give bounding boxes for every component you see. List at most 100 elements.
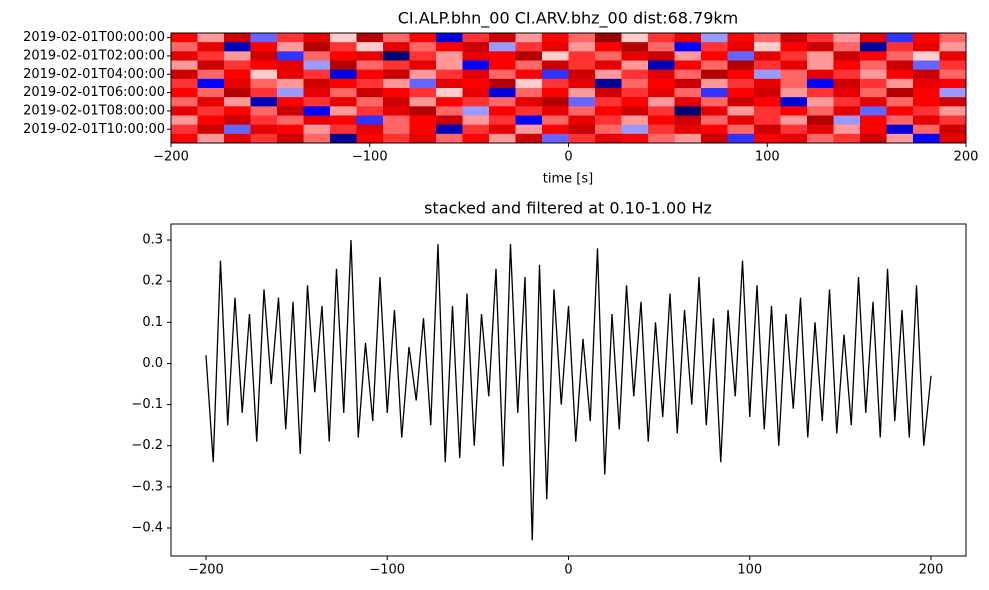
heat-cell — [939, 51, 967, 61]
heat-cell — [780, 33, 808, 43]
heat-cell — [807, 78, 834, 89]
heat-cell — [277, 97, 304, 107]
heat-cell — [754, 106, 781, 116]
heat-cell — [648, 33, 675, 43]
heat-cell — [489, 42, 516, 52]
heat-cell — [409, 106, 437, 116]
y-tick-label: 0.2 — [142, 274, 163, 289]
heat-cell — [515, 106, 543, 116]
heat-cell — [568, 88, 596, 98]
y-tick-label: 2019-02-01T08:00:00 — [23, 103, 165, 118]
heat-cell — [595, 133, 622, 144]
x-tick-label: 0 — [564, 150, 572, 165]
heat-cell — [436, 69, 463, 80]
heat-cell — [807, 51, 834, 61]
heat-cell — [462, 33, 490, 43]
heat-cell — [436, 78, 463, 89]
heat-cell — [913, 115, 940, 126]
heat-cell — [648, 60, 675, 71]
heat-cell — [197, 69, 225, 80]
heat-cell — [489, 60, 516, 71]
heat-cell — [701, 33, 728, 43]
heat-cell — [727, 115, 755, 126]
heat-cell — [462, 133, 490, 144]
heat-cell — [489, 78, 516, 89]
heat-cell — [515, 69, 543, 80]
heat-cell — [939, 133, 967, 144]
heat-cell — [171, 124, 198, 135]
heat-cell — [674, 133, 702, 144]
heat-cell — [197, 33, 225, 43]
heat-cell — [489, 106, 516, 116]
heat-cell — [542, 60, 569, 71]
heat-cell — [860, 88, 887, 98]
heat-cell — [356, 33, 384, 43]
heat-cell — [807, 88, 834, 98]
heat-cell — [595, 124, 622, 135]
heat-cell — [383, 33, 410, 43]
heat-cell — [383, 106, 410, 116]
heat-cell — [409, 33, 437, 43]
x-tick-label: 0 — [564, 563, 572, 578]
heat-cell — [648, 69, 675, 80]
heat-cell — [886, 124, 914, 135]
heat-cell — [250, 115, 278, 126]
heat-cell — [462, 60, 490, 71]
heat-cell — [780, 124, 808, 135]
heat-cell — [701, 106, 728, 116]
heat-cell — [621, 33, 649, 43]
x-tick-label: 100 — [755, 150, 780, 165]
y-tick-label: −0.3 — [131, 479, 163, 494]
heat-cell — [939, 33, 967, 43]
heat-cell — [542, 51, 569, 61]
heat-cell — [674, 69, 702, 80]
heat-cell — [780, 60, 808, 71]
heat-cell — [250, 42, 278, 52]
heat-cell — [303, 106, 331, 116]
heat-cell — [833, 33, 861, 43]
heat-cell — [515, 124, 543, 135]
heat-cell — [303, 60, 331, 71]
heat-cell — [224, 51, 251, 61]
heat-cell — [674, 42, 702, 52]
heat-cell — [462, 124, 490, 135]
heat-cell — [515, 115, 543, 126]
heat-cell — [224, 106, 251, 116]
heat-cell — [330, 88, 357, 98]
heat-cell — [409, 78, 437, 89]
y-tick-label: 2019-02-01T04:00:00 — [23, 67, 165, 82]
heat-cell — [886, 88, 914, 98]
heat-cell — [383, 133, 410, 144]
heat-cell — [595, 78, 622, 89]
heat-cell — [621, 51, 649, 61]
heat-cell — [277, 51, 304, 61]
heat-cell — [621, 88, 649, 98]
heat-cell — [701, 42, 728, 52]
heat-cell — [356, 51, 384, 61]
heat-cell — [356, 115, 384, 126]
heat-cell — [436, 97, 463, 107]
heat-cell — [701, 51, 728, 61]
x-axis-label: time [s] — [543, 172, 593, 187]
heat-cell — [674, 106, 702, 116]
heat-cell — [939, 60, 967, 71]
heat-cell — [197, 60, 225, 71]
heat-cell — [595, 33, 622, 43]
heat-cell — [197, 78, 225, 89]
heat-cell — [303, 133, 331, 144]
heat-cell — [515, 51, 543, 61]
heat-cell — [462, 69, 490, 80]
heat-cell — [807, 60, 834, 71]
heat-cell — [860, 33, 887, 43]
heat-cell — [330, 97, 357, 107]
heat-cell — [860, 42, 887, 52]
heat-cell — [595, 88, 622, 98]
heat-cell — [197, 88, 225, 98]
heat-cell — [833, 97, 861, 107]
heat-cell — [542, 42, 569, 52]
heat-cell — [568, 42, 596, 52]
heat-cell — [701, 133, 728, 144]
heat-cell — [356, 42, 384, 52]
heat-cell — [303, 124, 331, 135]
heat-cell — [648, 133, 675, 144]
